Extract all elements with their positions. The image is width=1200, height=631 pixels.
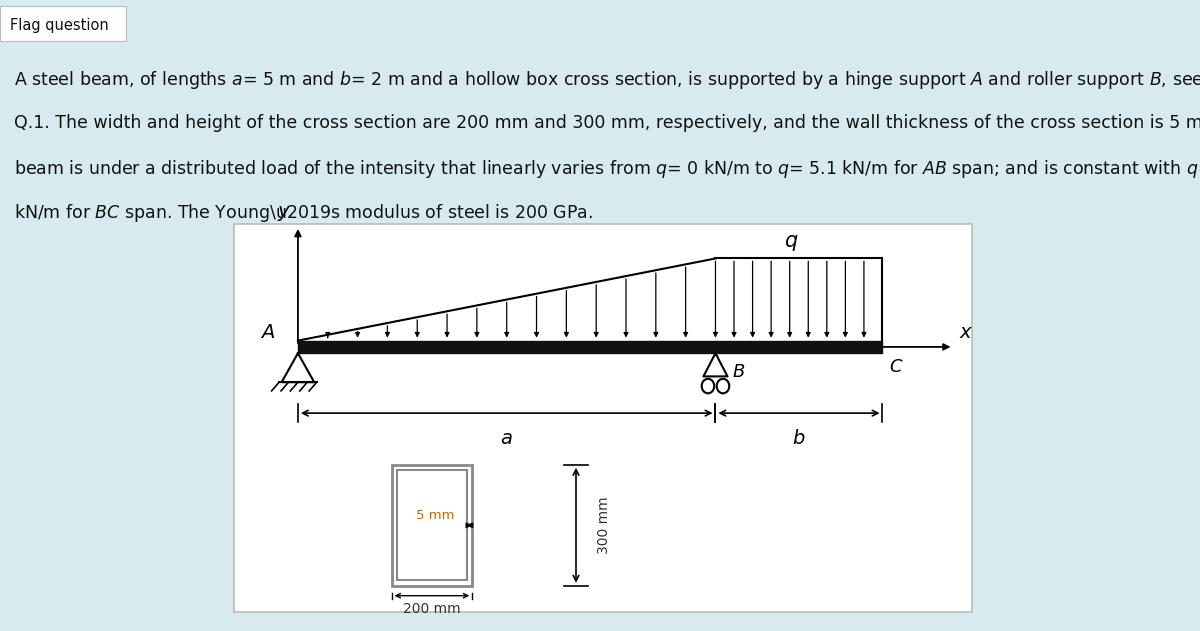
Text: b: b <box>793 428 805 447</box>
Bar <box>391 465 472 586</box>
Text: kN/m for $BC$ span. The Young\u2019s modulus of steel is 200 GPa.: kN/m for $BC$ span. The Young\u2019s mod… <box>14 202 594 224</box>
Text: y: y <box>277 203 289 221</box>
Text: C: C <box>889 358 901 376</box>
Text: B: B <box>732 363 744 381</box>
Text: a: a <box>500 428 512 447</box>
Text: A: A <box>262 323 275 342</box>
Text: 5 mm: 5 mm <box>416 509 455 522</box>
Text: beam is under a distributed load of the intensity that linearly varies from $q$=: beam is under a distributed load of the … <box>14 158 1200 180</box>
Text: Q.1. The width and height of the cross section are 200 mm and 300 mm, respective: Q.1. The width and height of the cross s… <box>14 114 1200 132</box>
Bar <box>397 471 467 580</box>
Text: 200 mm: 200 mm <box>403 602 461 616</box>
Text: Flag question: Flag question <box>10 18 109 33</box>
Bar <box>298 341 882 353</box>
Text: x: x <box>959 323 971 342</box>
Text: 300 mm: 300 mm <box>598 497 611 554</box>
Text: A steel beam, of lengths $a$= 5 m and $b$= 2 m and a hollow box cross section, i: A steel beam, of lengths $a$= 5 m and $b… <box>14 69 1200 91</box>
Text: q: q <box>784 231 797 251</box>
